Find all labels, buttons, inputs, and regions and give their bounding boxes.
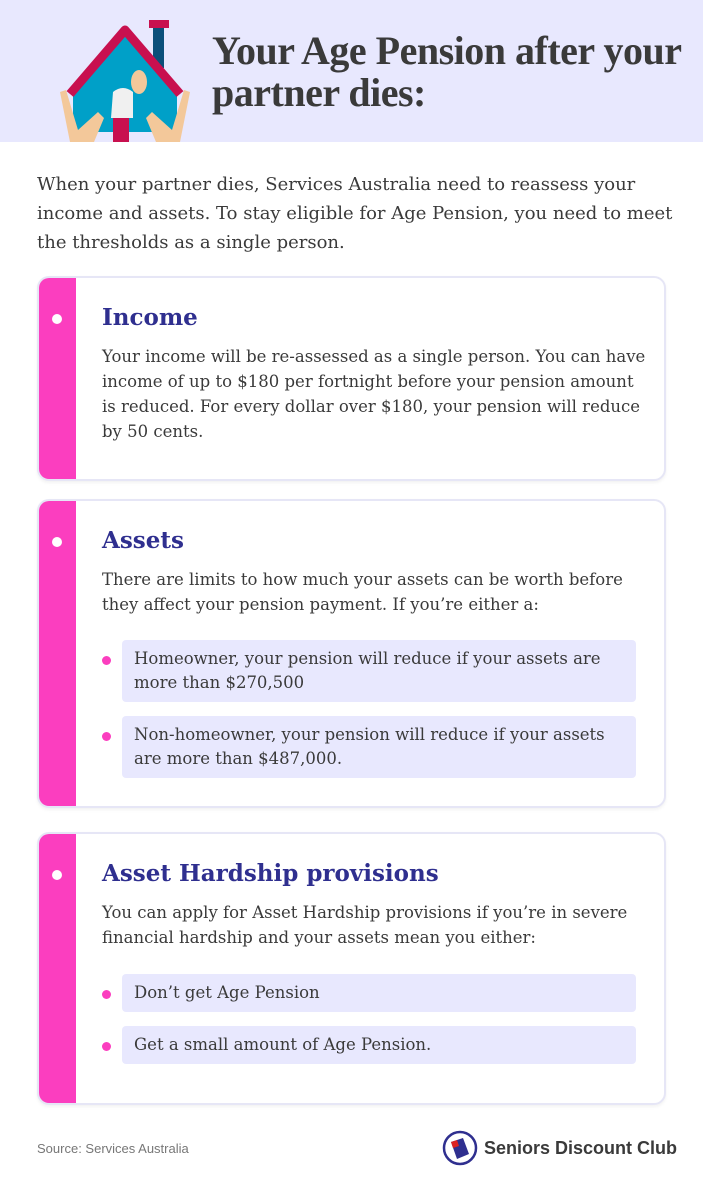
list-item: Get a small amount of Age Pension. xyxy=(102,1026,636,1064)
bullet-icon xyxy=(102,656,111,665)
page-title: Your Age Pension after your partner dies… xyxy=(212,28,681,115)
card-text: You can apply for Asset Hardship provisi… xyxy=(102,903,628,947)
card-assets: Assets There are limits to how much your… xyxy=(37,499,666,808)
brand-logo: Seniors Discount Club xyxy=(442,1130,677,1166)
list-item-text: Don’t get Age Pension xyxy=(134,983,320,1002)
house-hands-elderly-icon xyxy=(60,20,190,142)
australia-tag-icon xyxy=(442,1130,478,1166)
dot-icon xyxy=(52,870,62,880)
list-item-text: Get a small amount of Age Pension. xyxy=(134,1035,432,1054)
list-item: Don’t get Age Pension xyxy=(102,974,636,1012)
card-income: Income Your income will be re-assessed a… xyxy=(37,276,666,481)
accent-stripe xyxy=(39,278,76,479)
accent-stripe xyxy=(39,834,76,1103)
dot-icon xyxy=(52,314,62,324)
bullet-icon xyxy=(102,732,111,741)
list-item: Homeowner, your pension will reduce if y… xyxy=(102,640,636,702)
intro-text: When your partner dies, Services Austral… xyxy=(37,174,673,253)
accent-stripe xyxy=(39,501,76,806)
card-asset-hardship: Asset Hardship provisions You can apply … xyxy=(37,832,666,1105)
card-title: Income xyxy=(102,304,198,331)
card-text: Your income will be re-assessed as a sin… xyxy=(102,347,646,441)
list-item-text: Homeowner, your pension will reduce if y… xyxy=(134,649,601,692)
source-note: Source: Services Australia xyxy=(37,1141,189,1156)
card-title: Assets xyxy=(102,527,184,554)
list-item: Non-homeowner, your pension will reduce … xyxy=(102,716,636,778)
list-item-text: Non-homeowner, your pension will reduce … xyxy=(134,725,605,768)
bullet-icon xyxy=(102,990,111,999)
header-banner: Your Age Pension after your partner dies… xyxy=(0,0,703,142)
bullet-icon xyxy=(102,1042,111,1051)
brand-name: Seniors Discount Club xyxy=(484,1137,678,1158)
card-text: There are limits to how much your assets… xyxy=(102,570,623,614)
dot-icon xyxy=(52,537,62,547)
card-title: Asset Hardship provisions xyxy=(102,860,439,887)
